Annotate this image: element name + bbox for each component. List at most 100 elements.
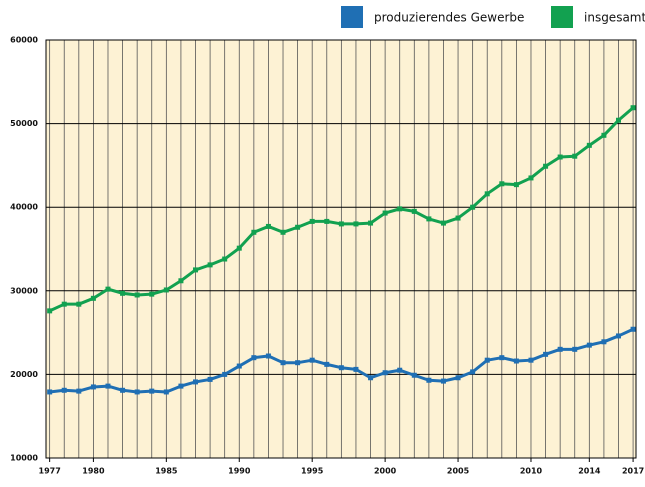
point-marker (455, 375, 461, 381)
point-marker (76, 388, 82, 394)
point-marker (338, 365, 344, 371)
x-tick-label: 2014 (578, 467, 601, 476)
y-tick-label: 50000 (10, 119, 38, 128)
point-marker (236, 245, 242, 251)
point-marker (368, 375, 374, 381)
point-marker (630, 326, 636, 332)
point-marker (499, 181, 505, 187)
point-marker (324, 218, 330, 224)
point-marker (382, 210, 388, 216)
point-marker (615, 333, 621, 339)
y-tick-label: 40000 (10, 203, 38, 212)
point-marker (265, 223, 271, 229)
point-marker (295, 224, 301, 230)
point-marker (397, 367, 403, 373)
point-marker (105, 286, 111, 292)
y-tick-label: 60000 (10, 36, 38, 45)
point-marker (513, 358, 519, 364)
point-marker (484, 191, 490, 197)
point-marker (586, 142, 592, 148)
point-marker (47, 308, 53, 314)
point-marker (76, 301, 82, 307)
point-marker (193, 267, 199, 273)
point-marker (615, 117, 621, 123)
point-marker (280, 360, 286, 366)
point-marker (178, 383, 184, 389)
point-marker (484, 357, 490, 363)
point-marker (134, 292, 140, 298)
point-marker (528, 175, 534, 181)
point-marker (236, 363, 242, 369)
point-marker (120, 290, 126, 296)
point-marker (149, 388, 155, 394)
point-marker (61, 387, 67, 393)
point-marker (207, 262, 213, 268)
point-marker (426, 216, 432, 222)
point-marker (557, 154, 563, 160)
x-tick-label: 1977 (39, 467, 61, 476)
point-marker (90, 384, 96, 390)
legend-label: insgesamt (584, 11, 645, 25)
legend-swatch (341, 6, 363, 28)
point-marker (353, 221, 359, 227)
point-marker (280, 229, 286, 235)
point-marker (105, 383, 111, 389)
y-tick-label: 30000 (10, 286, 38, 295)
point-marker (601, 339, 607, 345)
point-marker (601, 132, 607, 138)
point-marker (295, 360, 301, 366)
point-marker (411, 372, 417, 378)
y-tick-label: 10000 (10, 454, 38, 463)
point-marker (251, 355, 257, 361)
x-tick-label: 2005 (447, 467, 470, 476)
point-marker (543, 163, 549, 169)
point-marker (586, 342, 592, 348)
point-marker (309, 218, 315, 224)
point-marker (440, 220, 446, 226)
point-marker (207, 376, 213, 382)
point-marker (368, 220, 374, 226)
point-marker (353, 366, 359, 372)
point-marker (178, 278, 184, 284)
point-marker (47, 389, 53, 395)
point-marker (265, 353, 271, 359)
point-marker (557, 346, 563, 352)
x-tick-label: 1985 (155, 467, 178, 476)
point-marker (543, 351, 549, 357)
point-marker (120, 387, 126, 393)
point-marker (382, 370, 388, 376)
point-marker (411, 208, 417, 214)
point-marker (426, 377, 432, 383)
point-marker (630, 105, 636, 111)
x-tick-label: 2010 (520, 467, 543, 476)
point-marker (163, 389, 169, 395)
legend-label: produzierendes Gewerbe (374, 11, 524, 25)
plot-border (45, 39, 637, 459)
point-marker (397, 206, 403, 212)
point-marker (572, 153, 578, 159)
point-marker (513, 182, 519, 188)
x-tick-label: 1995 (301, 467, 324, 476)
point-marker (149, 291, 155, 297)
point-marker (222, 371, 228, 377)
point-marker (499, 355, 505, 361)
point-marker (251, 229, 257, 235)
point-marker (470, 204, 476, 210)
point-marker (134, 389, 140, 395)
x-tick-label: 1990 (228, 467, 251, 476)
y-tick-label: 20000 (10, 370, 38, 379)
point-marker (470, 369, 476, 375)
point-marker (163, 287, 169, 293)
x-tick-label: 2017 (622, 467, 644, 476)
point-marker (528, 357, 534, 363)
x-tick-label: 1980 (82, 467, 105, 476)
x-tick-label: 2000 (374, 467, 397, 476)
point-marker (193, 379, 199, 385)
point-marker (455, 215, 461, 221)
point-marker (440, 378, 446, 384)
point-marker (61, 301, 67, 307)
point-marker (222, 256, 228, 262)
legend-swatch (551, 6, 573, 28)
point-marker (90, 295, 96, 301)
